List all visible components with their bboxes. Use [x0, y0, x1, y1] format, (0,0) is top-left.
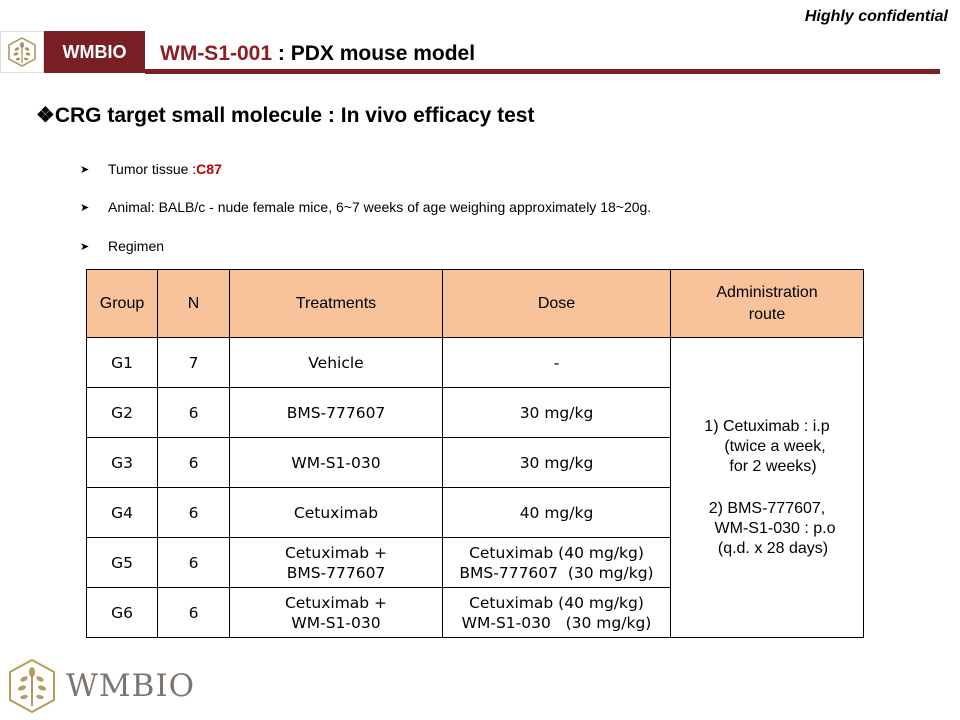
- bullet-regimen: ➤ Regimen: [80, 238, 164, 254]
- header-n: N: [157, 269, 230, 338]
- footer-brand: WMBIO: [66, 668, 196, 704]
- logo-icon: [0, 31, 44, 73]
- table-row: G4 6 Cetuximab 40 mg/kg: [86, 487, 864, 538]
- cell-group: G4: [86, 487, 158, 538]
- cell-treatment: Cetuximab + BMS-777607: [229, 537, 443, 588]
- table-row: G2 6 BMS-777607 30 mg/kg: [86, 387, 864, 438]
- route-line: (twice a week,: [724, 437, 826, 455]
- regimen-table: Group N Treatments Dose Administration ro…: [86, 269, 864, 638]
- route-line: (q.d. x 28 days): [717, 539, 829, 557]
- route-line: WM-S1-030 : p.o: [714, 519, 836, 537]
- cell-dose: 30 mg/kg: [442, 437, 671, 488]
- table-header-row: Group N Treatments Dose Administration ro…: [86, 269, 864, 338]
- animal-text: Animal: BALB/c - nude female mice, 6~7 w…: [108, 199, 652, 215]
- route-line: for 2 weeks): [729, 457, 817, 475]
- footer-logo: WMBIO: [6, 658, 195, 714]
- tumor-value: C87: [196, 161, 222, 177]
- bullet-animal: ➤ Animal: BALB/c - nude female mice, 6~7…: [80, 199, 651, 215]
- cell-dose: 30 mg/kg: [442, 387, 671, 438]
- cell-n: 6: [157, 587, 230, 638]
- arrow-bullet-icon: ➤: [80, 201, 90, 214]
- confidentiality-label: Highly confidential: [804, 8, 948, 25]
- route-line: 2) BMS-777607,: [708, 499, 826, 517]
- cell-n: 6: [157, 487, 230, 538]
- header-dose: Dose: [442, 269, 671, 338]
- cell-dose: 40 mg/kg: [442, 487, 671, 538]
- slide-title: WM-S1-001 : PDX mouse model: [160, 42, 475, 66]
- header-group: Group: [86, 269, 158, 338]
- arrow-bullet-icon: ➤: [80, 240, 90, 253]
- cell-group: G5: [86, 537, 158, 588]
- header-divider: [145, 69, 940, 74]
- header-route: Administration route: [670, 269, 864, 338]
- cell-route: 1) Cetuximab : i.p (twice a week, for 2 …: [670, 337, 864, 638]
- section-subtitle: ❖CRG target small molecule : In vivo eff…: [36, 104, 535, 127]
- cell-treatment: Cetuximab + WM-S1-030: [229, 587, 443, 638]
- cell-group: G6: [86, 587, 158, 638]
- header-treatments: Treatments: [229, 269, 443, 338]
- cell-treatment: Vehicle: [229, 337, 443, 388]
- cell-n: 7: [157, 337, 230, 388]
- arrow-bullet-icon: ➤: [80, 163, 90, 176]
- cell-dose: -: [442, 337, 671, 388]
- cell-dose: Cetuximab (40 mg/kg) BMS-777607 (30 mg/kg…: [442, 537, 671, 588]
- table-row: G1 7 Vehicle - 1) Cetuximab : i.p (twice…: [86, 337, 864, 638]
- cell-n: 6: [157, 537, 230, 588]
- table-row: G5 6 Cetuximab + BMS-777607 Cetuximab (40…: [86, 537, 864, 588]
- table-row: G3 6 WM-S1-030 30 mg/kg: [86, 437, 864, 488]
- brand-tag: WMBIO: [44, 31, 145, 73]
- footer-logo-icon: [9, 658, 55, 714]
- route-line: 1) Cetuximab : i.p: [704, 417, 830, 435]
- cell-group: G3: [86, 437, 158, 488]
- cell-n: 6: [157, 437, 230, 488]
- cell-treatment: WM-S1-030: [229, 437, 443, 488]
- cell-n: 6: [157, 387, 230, 438]
- title-text: : PDX mouse model: [272, 42, 476, 65]
- cell-treatment: Cetuximab: [229, 487, 443, 538]
- tumor-label: Tumor tissue :: [108, 161, 197, 177]
- cell-group: G2: [86, 387, 158, 438]
- bullet-tumor: ➤ Tumor tissue : C87: [80, 161, 222, 177]
- cell-treatment: BMS-777607: [229, 387, 443, 438]
- cell-group: G1: [86, 337, 158, 388]
- cell-dose: Cetuximab (40 mg/kg) WM-S1-030 (30 mg/kg): [442, 587, 671, 638]
- regimen-text: Regimen: [108, 238, 165, 254]
- table-row: G6 6 Cetuximab + WM-S1-030 Cetuximab (40 …: [86, 587, 864, 638]
- title-code: WM-S1-001: [160, 42, 273, 65]
